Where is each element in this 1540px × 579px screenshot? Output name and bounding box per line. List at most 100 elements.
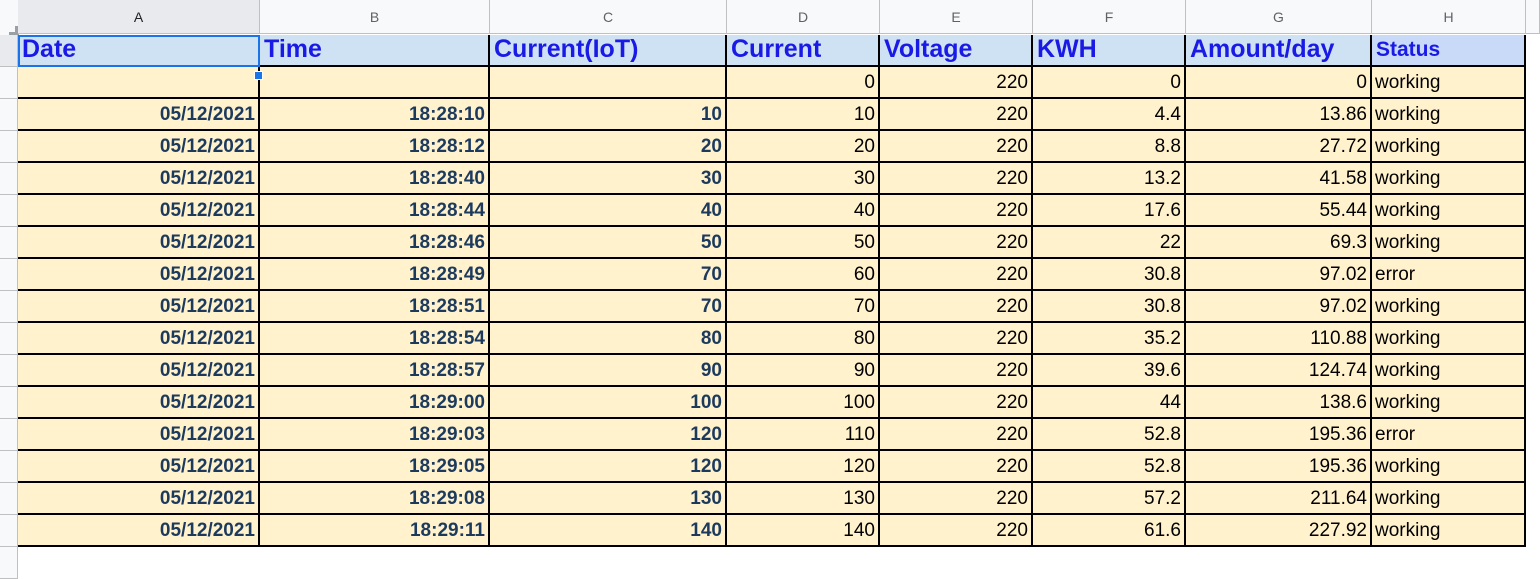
kwh-cell[interactable]: 57.2: [1033, 483, 1186, 515]
row-header[interactable]: [0, 291, 18, 323]
voltage-cell[interactable]: 220: [880, 67, 1033, 99]
column-header-c[interactable]: C: [490, 0, 727, 34]
date-cell[interactable]: 05/12/2021: [18, 387, 260, 419]
time-cell[interactable]: 18:29:03: [260, 419, 490, 451]
voltage-cell[interactable]: 220: [880, 451, 1033, 483]
current-iot-cell[interactable]: 30: [490, 163, 727, 195]
row-header[interactable]: [0, 547, 18, 579]
current-cell[interactable]: 100: [727, 387, 880, 419]
current-iot-cell[interactable]: 90: [490, 355, 727, 387]
kwh-cell[interactable]: 8.8: [1033, 131, 1186, 163]
header-current-iot[interactable]: Current(IoT): [490, 35, 727, 67]
voltage-cell[interactable]: 220: [880, 419, 1033, 451]
column-header-a[interactable]: A: [18, 0, 260, 34]
current-iot-cell[interactable]: 80: [490, 323, 727, 355]
status-cell[interactable]: working: [1372, 131, 1526, 163]
current-cell[interactable]: 130: [727, 483, 880, 515]
kwh-cell[interactable]: 13.2: [1033, 163, 1186, 195]
amount-day-cell[interactable]: 55.44: [1186, 195, 1372, 227]
amount-day-cell[interactable]: 110.88: [1186, 323, 1372, 355]
date-cell[interactable]: 05/12/2021: [18, 355, 260, 387]
voltage-cell[interactable]: 220: [880, 131, 1033, 163]
current-iot-cell[interactable]: 130: [490, 483, 727, 515]
time-cell[interactable]: [260, 67, 490, 99]
header-status[interactable]: Status: [1372, 35, 1526, 67]
header-amount-day[interactable]: Amount/day: [1186, 35, 1372, 67]
kwh-cell[interactable]: 35.2: [1033, 323, 1186, 355]
column-header-f[interactable]: F: [1033, 0, 1186, 34]
voltage-cell[interactable]: 220: [880, 163, 1033, 195]
time-cell[interactable]: 18:28:54: [260, 323, 490, 355]
status-cell[interactable]: working: [1372, 195, 1526, 227]
amount-day-cell[interactable]: 211.64: [1186, 483, 1372, 515]
time-cell[interactable]: 18:29:00: [260, 387, 490, 419]
current-iot-cell[interactable]: 140: [490, 515, 727, 547]
date-cell[interactable]: 05/12/2021: [18, 195, 260, 227]
status-cell[interactable]: working: [1372, 291, 1526, 323]
status-cell[interactable]: working: [1372, 515, 1526, 547]
date-cell[interactable]: 05/12/2021: [18, 291, 260, 323]
time-cell[interactable]: 18:28:46: [260, 227, 490, 259]
amount-day-cell[interactable]: 27.72: [1186, 131, 1372, 163]
amount-day-cell[interactable]: 13.86: [1186, 99, 1372, 131]
status-cell[interactable]: working: [1372, 451, 1526, 483]
column-header-h[interactable]: H: [1372, 0, 1526, 34]
current-iot-cell[interactable]: 120: [490, 419, 727, 451]
row-header[interactable]: [0, 387, 18, 419]
row-header[interactable]: [0, 99, 18, 131]
current-cell[interactable]: 20: [727, 131, 880, 163]
amount-day-cell[interactable]: 0: [1186, 67, 1372, 99]
status-cell[interactable]: working: [1372, 227, 1526, 259]
date-cell[interactable]: [18, 67, 260, 99]
amount-day-cell[interactable]: 195.36: [1186, 419, 1372, 451]
header-kwh[interactable]: KWH: [1033, 35, 1186, 67]
row-header[interactable]: [0, 67, 18, 99]
current-cell[interactable]: 90: [727, 355, 880, 387]
row-header[interactable]: [0, 515, 18, 547]
status-cell[interactable]: working: [1372, 323, 1526, 355]
current-cell[interactable]: 120: [727, 451, 880, 483]
header-current[interactable]: Current: [727, 35, 880, 67]
time-cell[interactable]: 18:28:12: [260, 131, 490, 163]
kwh-cell[interactable]: 39.6: [1033, 355, 1186, 387]
amount-day-cell[interactable]: 41.58: [1186, 163, 1372, 195]
current-cell[interactable]: 10: [727, 99, 880, 131]
time-cell[interactable]: 18:28:51: [260, 291, 490, 323]
row-header[interactable]: [0, 323, 18, 355]
current-iot-cell[interactable]: 120: [490, 451, 727, 483]
current-iot-cell[interactable]: 40: [490, 195, 727, 227]
status-cell[interactable]: working: [1372, 355, 1526, 387]
current-cell[interactable]: 0: [727, 67, 880, 99]
time-cell[interactable]: 18:28:49: [260, 259, 490, 291]
current-iot-cell[interactable]: 100: [490, 387, 727, 419]
time-cell[interactable]: 18:29:05: [260, 451, 490, 483]
date-cell[interactable]: 05/12/2021: [18, 419, 260, 451]
row-header[interactable]: [0, 131, 18, 163]
status-cell[interactable]: working: [1372, 387, 1526, 419]
current-cell[interactable]: 140: [727, 515, 880, 547]
amount-day-cell[interactable]: 69.3: [1186, 227, 1372, 259]
current-cell[interactable]: 40: [727, 195, 880, 227]
row-header[interactable]: [0, 163, 18, 195]
voltage-cell[interactable]: 220: [880, 227, 1033, 259]
header-date[interactable]: Date: [18, 35, 260, 67]
current-cell[interactable]: 70: [727, 291, 880, 323]
column-header-g[interactable]: G: [1186, 0, 1372, 34]
row-header[interactable]: [0, 419, 18, 451]
date-cell[interactable]: 05/12/2021: [18, 259, 260, 291]
kwh-cell[interactable]: 52.8: [1033, 451, 1186, 483]
current-iot-cell[interactable]: 70: [490, 259, 727, 291]
kwh-cell[interactable]: 30.8: [1033, 259, 1186, 291]
voltage-cell[interactable]: 220: [880, 259, 1033, 291]
current-cell[interactable]: 110: [727, 419, 880, 451]
time-cell[interactable]: 18:28:40: [260, 163, 490, 195]
header-time[interactable]: Time: [260, 35, 490, 67]
row-header[interactable]: [0, 259, 18, 291]
row-header[interactable]: [0, 483, 18, 515]
kwh-cell[interactable]: 52.8: [1033, 419, 1186, 451]
voltage-cell[interactable]: 220: [880, 355, 1033, 387]
time-cell[interactable]: 18:28:57: [260, 355, 490, 387]
current-cell[interactable]: 30: [727, 163, 880, 195]
amount-day-cell[interactable]: 195.36: [1186, 451, 1372, 483]
kwh-cell[interactable]: 22: [1033, 227, 1186, 259]
